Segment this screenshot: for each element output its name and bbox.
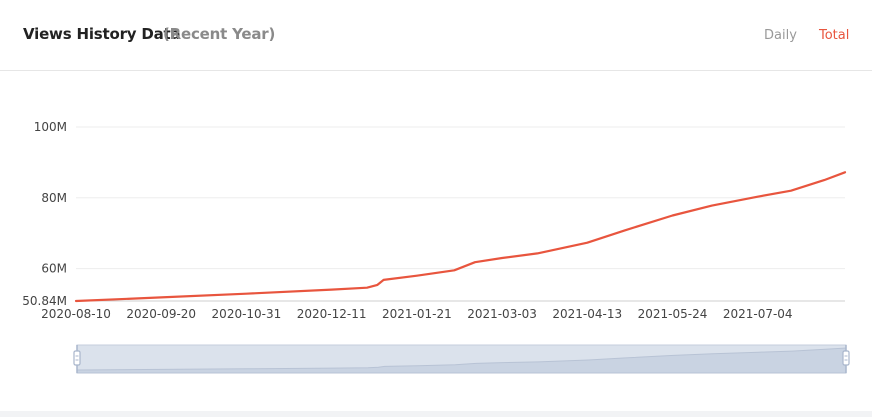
y-tick-label: 60M [41, 262, 67, 276]
x-tick-label: 2021-01-21 [382, 307, 452, 321]
zoom-handle-right[interactable] [842, 345, 850, 373]
footer-strip [0, 411, 872, 417]
x-tick-label: 2021-05-24 [638, 307, 708, 321]
chart-title: Views History Data [23, 25, 181, 43]
zoom-slider[interactable] [73, 344, 850, 374]
x-axis: 2020-08-10 2020-09-20 2020-10-31 2020-12-11… [41, 307, 792, 321]
tab-daily[interactable]: Daily [764, 28, 797, 43]
x-tick-label: 2020-12-11 [297, 307, 367, 321]
x-tick-label: 2020-09-20 [126, 307, 196, 321]
chart-card-header: Views History Data (Recent Year) Daily T… [0, 0, 872, 71]
series-layer [74, 171, 847, 303]
chart-subtitle: (Recent Year) [163, 25, 276, 43]
zoom-preview-area [76, 347, 847, 374]
y-tick-label: 80M [41, 191, 67, 205]
y-tick-label: 50.84M [22, 294, 67, 308]
x-tick-label: 2020-08-10 [41, 307, 111, 321]
tab-total[interactable]: Total [819, 28, 850, 43]
series-line-total [74, 171, 847, 303]
zoom-handle-left[interactable] [73, 345, 81, 373]
x-tick-label: 2020-10-31 [212, 307, 282, 321]
y-axis: 100M 80M 60M 50.84M [22, 120, 67, 308]
x-tick-label: 2021-03-03 [467, 307, 537, 321]
y-tick-label: 100M [34, 120, 67, 134]
x-tick-label: 2021-04-13 [552, 307, 622, 321]
grid-lines [76, 126, 845, 302]
x-tick-label: 2021-07-04 [723, 307, 793, 321]
